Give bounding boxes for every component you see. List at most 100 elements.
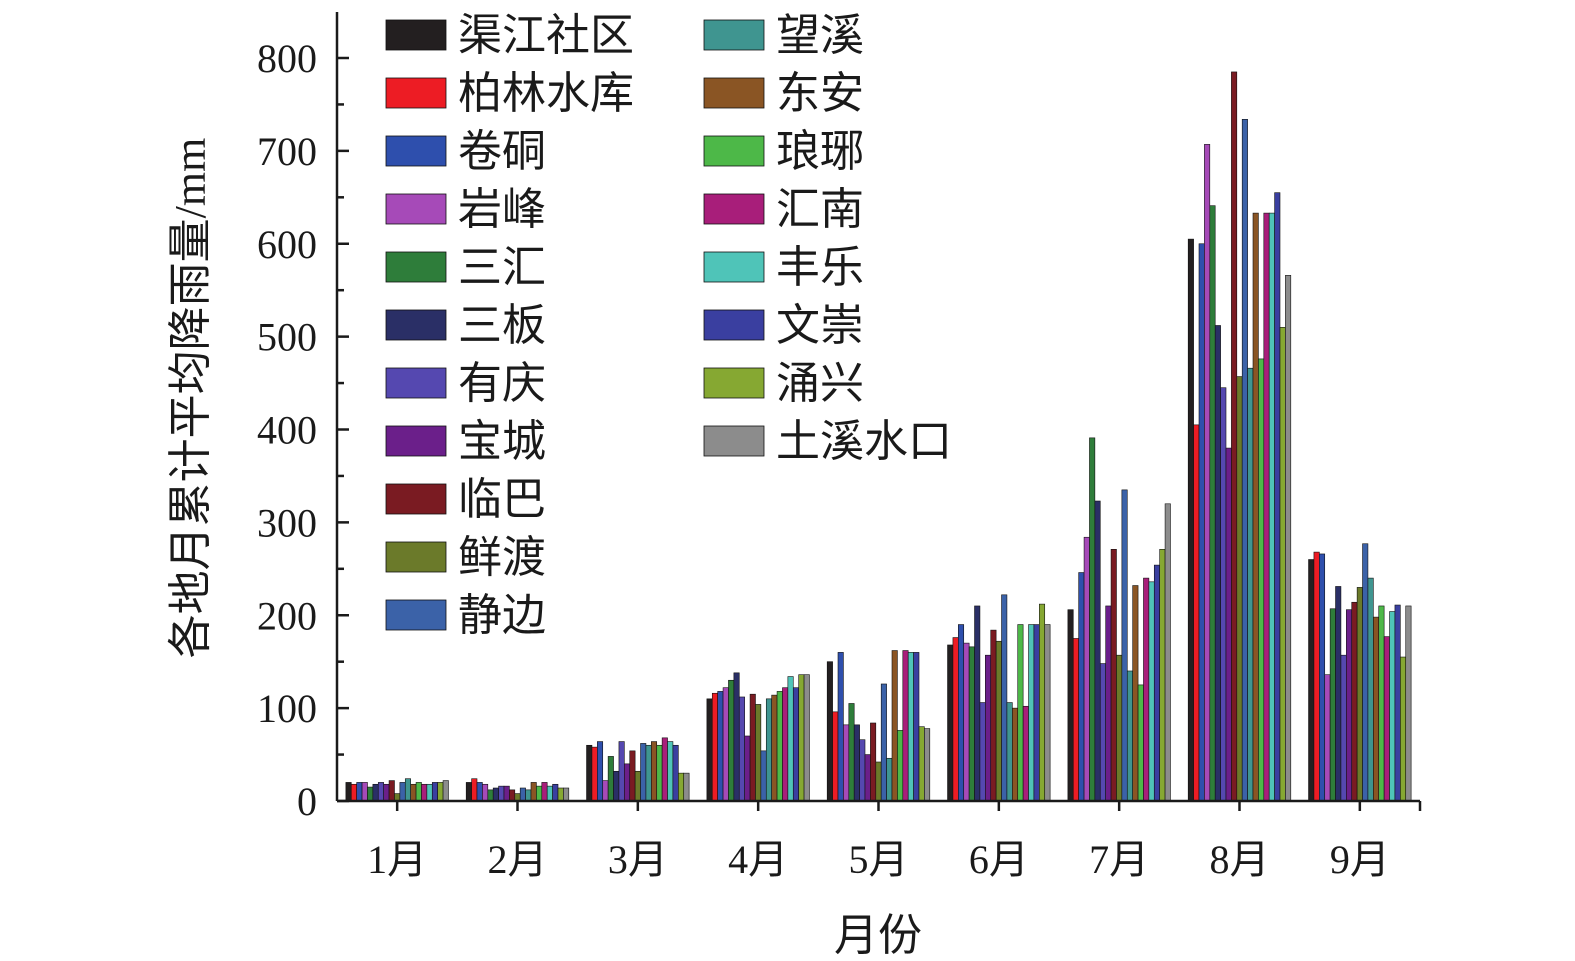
- bar: [990, 629, 997, 802]
- legend-swatch: [385, 309, 447, 341]
- bar: [667, 741, 674, 802]
- bar: [755, 704, 762, 802]
- tick-labels: 0 100 200 300 400 500 600 700 800 1月 2月 3月 4月 5月 6月 7月 8…: [257, 36, 1390, 882]
- bar: [634, 770, 641, 802]
- legend-swatch: [385, 251, 447, 283]
- bar: [1279, 327, 1286, 802]
- bar: [947, 644, 954, 802]
- legend-swatch: [703, 309, 765, 341]
- y-tick-label: 400: [257, 408, 317, 453]
- bar: [350, 783, 357, 802]
- legend-label: 渠江社区: [458, 11, 634, 60]
- legend-label: 鲜渡: [458, 533, 546, 582]
- bar: [613, 770, 620, 802]
- bar: [1078, 572, 1085, 802]
- bar: [1022, 705, 1029, 802]
- bar: [1143, 577, 1150, 802]
- bar: [1268, 212, 1275, 802]
- bar: [656, 744, 663, 802]
- legend-item: 琅琊: [703, 127, 864, 176]
- legend-swatch: [703, 19, 765, 51]
- legend-item: 涌兴: [703, 359, 864, 408]
- x-tick-label: 8月: [1210, 837, 1270, 882]
- bar: [924, 728, 931, 802]
- x-tick-label: 2月: [488, 837, 548, 882]
- bar: [651, 741, 658, 802]
- legend-swatch: [385, 193, 447, 225]
- bar: [383, 783, 390, 802]
- x-tick-label: 6月: [969, 837, 1029, 882]
- legend-item: 静边: [385, 591, 546, 640]
- legend-item: 柏林水库: [385, 69, 634, 118]
- bar: [541, 782, 548, 802]
- bar: [733, 672, 740, 802]
- bar: [525, 789, 532, 802]
- bar: [563, 787, 570, 802]
- bar: [880, 683, 887, 802]
- bar: [1001, 594, 1008, 802]
- legend-item: 三板: [385, 301, 546, 350]
- legend-label: 三汇: [458, 243, 546, 292]
- bar: [415, 782, 422, 802]
- bar: [711, 692, 718, 802]
- bar: [1204, 144, 1211, 802]
- bar: [1313, 551, 1320, 802]
- bar: [1319, 553, 1326, 802]
- bar: [952, 637, 959, 802]
- legend-swatch: [703, 251, 765, 283]
- y-tick-label: 800: [257, 36, 317, 81]
- legend-item: 有庆: [385, 359, 546, 408]
- bar: [1094, 500, 1101, 802]
- legend-swatch: [703, 367, 765, 399]
- legend-label: 琅琊: [776, 127, 864, 176]
- bar: [377, 782, 384, 802]
- y-tick-label: 300: [257, 500, 317, 545]
- bar: [1263, 212, 1270, 802]
- bar: [1324, 674, 1331, 802]
- bar: [760, 750, 767, 802]
- bar: [1083, 536, 1090, 802]
- bar: [1209, 205, 1216, 802]
- bar: [1373, 616, 1380, 802]
- bar: [1039, 603, 1046, 802]
- legend-swatch: [385, 19, 447, 51]
- legend-swatch: [385, 367, 447, 399]
- bar: [1236, 376, 1243, 802]
- bar: [503, 785, 510, 802]
- bar: [744, 735, 751, 802]
- y-tick-label: 600: [257, 222, 317, 267]
- bar: [968, 646, 975, 802]
- bar: [749, 693, 756, 802]
- bar: [728, 679, 735, 802]
- bar: [1394, 604, 1401, 802]
- bar: [640, 743, 647, 802]
- bar: [1274, 192, 1281, 802]
- bar: [891, 650, 898, 802]
- bar: [1044, 624, 1051, 802]
- x-axis-title: 月份: [834, 911, 922, 960]
- bar: [803, 674, 810, 802]
- bar: [1105, 605, 1112, 802]
- bar: [645, 744, 652, 802]
- bar: [1362, 543, 1369, 802]
- bar: [853, 724, 860, 802]
- legend-item: 三汇: [385, 243, 546, 292]
- bar: [963, 642, 970, 802]
- bar: [782, 687, 789, 802]
- legend-label: 三板: [458, 301, 546, 350]
- legend-swatch: [703, 193, 765, 225]
- bar: [492, 787, 499, 802]
- legend-label: 临巴: [458, 475, 546, 524]
- bar: [1126, 670, 1133, 802]
- bar: [1367, 577, 1374, 802]
- bar: [1400, 656, 1407, 802]
- legend-item: 渠江社区: [385, 11, 634, 60]
- bar: [426, 783, 433, 802]
- bar: [787, 676, 794, 802]
- legend-swatch: [703, 135, 765, 167]
- bar: [1187, 238, 1194, 802]
- bar: [442, 780, 449, 802]
- bar: [591, 746, 598, 802]
- bar: [1346, 609, 1353, 802]
